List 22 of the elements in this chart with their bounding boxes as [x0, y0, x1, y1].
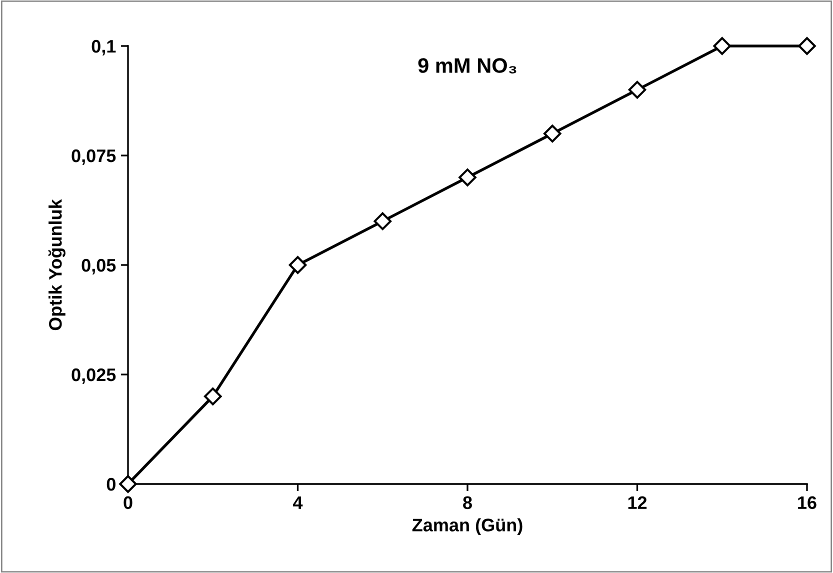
y-tick-label: 0,05 — [82, 258, 116, 274]
x-tick-label: 8 — [463, 496, 472, 510]
point — [543, 124, 562, 142]
x-axis-title: Zaman (Gün) — [412, 518, 522, 536]
x-tick-label: 4 — [293, 496, 303, 509]
chart-title: 9 mM NO₃ — [418, 58, 516, 74]
y-tick-label: 0,075 — [72, 149, 116, 165]
y-axis-title: Optik Yoğunluk — [48, 199, 66, 330]
x-tick-label: 16 — [798, 496, 816, 510]
point — [288, 256, 307, 274]
x-tick-label: 12 — [628, 496, 647, 509]
point — [374, 212, 392, 230]
point — [713, 37, 732, 55]
point — [204, 388, 222, 406]
point — [798, 37, 816, 55]
y-tick-label: 0,1 — [92, 40, 116, 56]
x-tick-label: 0 — [124, 496, 132, 510]
point — [119, 475, 137, 493]
point — [458, 168, 476, 186]
y-tick-label: 0,025 — [72, 368, 116, 384]
point — [628, 80, 646, 99]
y-tick-label: 0 — [106, 478, 116, 491]
